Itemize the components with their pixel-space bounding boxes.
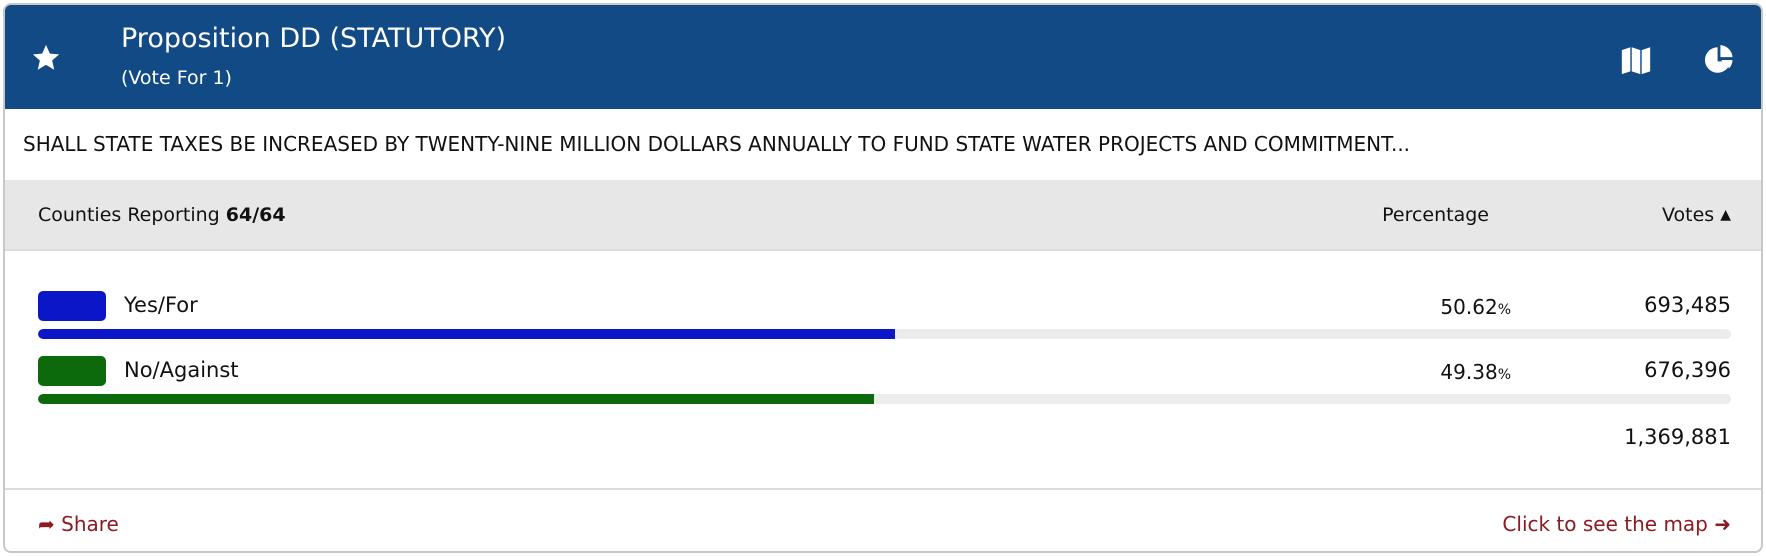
choice-label: Yes/For (124, 293, 198, 317)
total-votes: 1,369,881 (1624, 425, 1731, 449)
reporting-value: 64/64 (225, 204, 286, 226)
card-footer: ➦ Share Click to see the map ➜ (5, 488, 1761, 551)
contest-card: Proposition DD (STATUTORY) (Vote For 1) … (3, 3, 1763, 553)
counties-reporting: Counties Reporting 64/64 (38, 180, 286, 251)
result-bar-fill (38, 394, 874, 404)
result-bar-fill (38, 329, 895, 339)
color-swatch (38, 356, 106, 386)
see-map-link[interactable]: Click to see the map ➜ (1502, 512, 1731, 536)
share-icon: ➦ (38, 512, 55, 536)
choice-label: No/Against (124, 358, 239, 382)
contest-title: Proposition DD (STATUTORY) (121, 23, 507, 54)
choice-votes: 676,396 (1644, 358, 1731, 382)
map-icon[interactable] (1619, 43, 1653, 77)
contest-subtitle: (Vote For 1) (121, 67, 232, 89)
star-icon[interactable] (31, 43, 61, 73)
choice-votes: 693,485 (1644, 293, 1731, 317)
votes-label: Votes (1661, 204, 1715, 226)
choice-percentage: 49.38% (1440, 360, 1511, 384)
contest-description: SHALL STATE TAXES BE INCREASED BY TWENTY… (23, 132, 1411, 156)
result-bar-track (38, 394, 1731, 404)
result-row-yes: Yes/For 50.62% 693,485 (5, 291, 1761, 351)
contest-header: Proposition DD (STATUTORY) (Vote For 1) (5, 5, 1761, 109)
results-header: Counties Reporting 64/64 Percentage Vote… (5, 180, 1761, 251)
result-bar-track (38, 329, 1731, 339)
pie-chart-icon[interactable] (1702, 43, 1736, 77)
percentage-column-header: Percentage (1382, 204, 1489, 226)
choice-percentage: 50.62% (1440, 295, 1511, 319)
reporting-label: Counties Reporting (38, 204, 220, 226)
sort-icon[interactable]: ▲ (1720, 207, 1731, 223)
color-swatch (38, 291, 106, 321)
arrow-right-icon: ➜ (1714, 512, 1731, 536)
share-link[interactable]: ➦ Share (38, 512, 119, 536)
votes-column-header[interactable]: Votes ▲ (1662, 180, 1731, 251)
result-row-no: No/Against 49.38% 676,396 (5, 356, 1761, 416)
